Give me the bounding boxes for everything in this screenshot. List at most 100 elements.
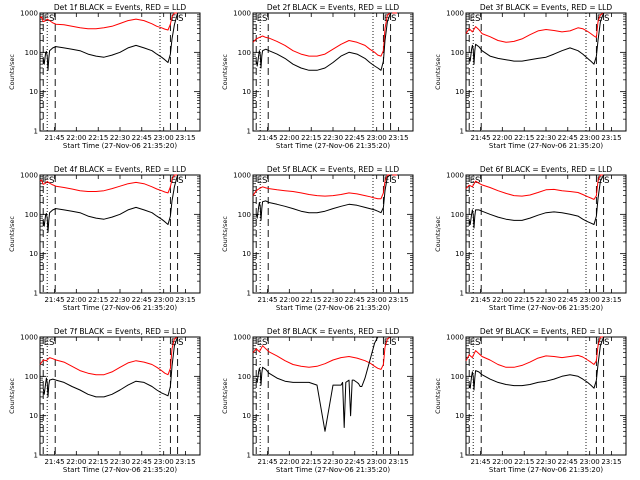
lld-series-line bbox=[252, 174, 397, 200]
chart-panel-3: Det 3f BLACK = Events, RED = LLD 1 10 100 10… bbox=[434, 3, 627, 150]
x-tick-label: 22:00 bbox=[492, 296, 512, 304]
y-tick-label: 1000 bbox=[233, 334, 251, 342]
x-tick-label: 22:30 bbox=[323, 296, 343, 304]
x-tick-label: 23:00 bbox=[580, 134, 600, 142]
x-tick-label: 22:15 bbox=[88, 458, 108, 466]
x-axis-label: Start Time (27-Nov-06 21:35:20) bbox=[63, 304, 177, 312]
x-tick-label: 23:00 bbox=[367, 134, 387, 142]
chart-title: Det 4f BLACK = Events, RED = LLD bbox=[54, 165, 187, 174]
x-tick-label: 22:45 bbox=[345, 296, 365, 304]
plot-frame bbox=[39, 174, 201, 294]
marker-label: S bbox=[178, 338, 183, 348]
y-tick-label: 1 bbox=[460, 290, 464, 298]
marker-label: ES bbox=[257, 14, 268, 24]
x-axis-label: Start Time (27-Nov-06 21:35:20) bbox=[63, 466, 177, 474]
x-tick-label: 23:15 bbox=[175, 134, 195, 142]
y-tick-label: 1 bbox=[247, 128, 251, 136]
lld-series-line bbox=[465, 174, 606, 200]
events-series-line bbox=[468, 174, 606, 229]
events-series-line bbox=[42, 336, 180, 398]
x-tick-label: 23:00 bbox=[367, 296, 387, 304]
chart-panel-2: Det 2f BLACK = Events, RED = LLD 1 10 100 10… bbox=[221, 3, 414, 150]
y-tick-label: 10 bbox=[242, 88, 251, 96]
marker-label: ES bbox=[44, 176, 55, 186]
marker-label: S bbox=[178, 14, 183, 24]
plot-frame bbox=[39, 336, 201, 456]
x-tick-label: 23:00 bbox=[367, 458, 387, 466]
x-tick-label: 21:45 bbox=[44, 296, 64, 304]
y-tick-label: 100 bbox=[25, 49, 38, 57]
y-tick-label: 100 bbox=[451, 373, 464, 381]
y-tick-label: 100 bbox=[238, 49, 251, 57]
x-axis-label: Start Time (27-Nov-06 21:35:20) bbox=[489, 466, 603, 474]
lld-series-line bbox=[465, 12, 606, 43]
y-axis-label: Counts/sec bbox=[221, 54, 229, 90]
x-tick-label: 22:15 bbox=[514, 296, 534, 304]
x-axis-label: Start Time (27-Nov-06 21:35:20) bbox=[489, 142, 603, 150]
chart-title: Det 7f BLACK = Events, RED = LLD bbox=[54, 327, 187, 336]
y-tick-label: 1 bbox=[460, 128, 464, 136]
x-tick-label: 22:00 bbox=[66, 458, 86, 466]
marker-label: S bbox=[391, 176, 396, 186]
marker-label: S bbox=[604, 14, 609, 24]
marker-label: S bbox=[178, 176, 183, 186]
x-tick-label: 22:30 bbox=[110, 296, 130, 304]
marker-label: ES bbox=[470, 338, 481, 348]
x-tick-label: 22:00 bbox=[279, 296, 299, 304]
events-series-line bbox=[255, 12, 393, 71]
lld-series-line bbox=[39, 12, 180, 31]
x-tick-label: 22:45 bbox=[345, 458, 365, 466]
y-tick-label: 100 bbox=[25, 373, 38, 381]
y-tick-label: 100 bbox=[451, 49, 464, 57]
x-axis-label: Start Time (27-Nov-06 21:35:20) bbox=[276, 304, 390, 312]
x-tick-label: 22:45 bbox=[132, 458, 152, 466]
chart-panel-8: Det 8f BLACK = Events, RED = LLD 1 10 100 10… bbox=[221, 327, 414, 474]
y-axis-label: Counts/sec bbox=[434, 378, 442, 414]
plot-frame bbox=[465, 336, 627, 456]
events-series-line bbox=[468, 12, 606, 65]
marker-label: ES bbox=[257, 176, 268, 186]
y-axis-label: Counts/sec bbox=[434, 216, 442, 252]
x-tick-label: 22:45 bbox=[558, 134, 578, 142]
y-tick-label: 100 bbox=[451, 211, 464, 219]
y-axis-label: Counts/sec bbox=[8, 216, 16, 252]
y-tick-label: 10 bbox=[29, 88, 38, 96]
x-tick-label: 22:30 bbox=[110, 134, 130, 142]
y-tick-label: 10 bbox=[455, 88, 464, 96]
y-axis-label: Counts/sec bbox=[221, 216, 229, 252]
y-tick-label: 1 bbox=[34, 452, 38, 460]
marker-label: ES bbox=[44, 14, 55, 24]
chart-title: Det 8f BLACK = Events, RED = LLD bbox=[267, 327, 400, 336]
x-tick-label: 23:00 bbox=[580, 296, 600, 304]
y-tick-label: 1 bbox=[460, 452, 464, 460]
marker-label: S bbox=[604, 176, 609, 186]
x-tick-label: 22:15 bbox=[88, 134, 108, 142]
x-tick-label: 21:45 bbox=[257, 296, 277, 304]
x-tick-label: 22:45 bbox=[132, 134, 152, 142]
chart-panel-1: Det 1f BLACK = Events, RED = LLD 1 10 100 10… bbox=[8, 3, 201, 150]
y-tick-label: 10 bbox=[29, 412, 38, 420]
marker-label: S bbox=[391, 14, 396, 24]
x-tick-label: 23:15 bbox=[601, 458, 621, 466]
marker-label: ES bbox=[257, 338, 268, 348]
x-tick-label: 21:45 bbox=[44, 458, 64, 466]
y-tick-label: 1000 bbox=[446, 10, 464, 18]
chart-title: Det 6f BLACK = Events, RED = LLD bbox=[480, 165, 613, 174]
x-tick-label: 22:00 bbox=[66, 134, 86, 142]
x-tick-label: 22:45 bbox=[345, 134, 365, 142]
x-tick-label: 22:00 bbox=[492, 134, 512, 142]
y-tick-label: 10 bbox=[242, 412, 251, 420]
x-tick-label: 22:00 bbox=[492, 458, 512, 466]
y-tick-label: 100 bbox=[238, 373, 251, 381]
chart-panel-6: Det 6f BLACK = Events, RED = LLD 1 10 100 10… bbox=[434, 165, 627, 312]
marker-label: ES bbox=[44, 338, 55, 348]
events-series-line bbox=[42, 174, 180, 233]
x-axis-label: Start Time (27-Nov-06 21:35:20) bbox=[489, 304, 603, 312]
plot-frame bbox=[252, 174, 414, 294]
y-tick-label: 1000 bbox=[20, 172, 38, 180]
x-tick-label: 22:15 bbox=[88, 296, 108, 304]
chart-title: Det 5f BLACK = Events, RED = LLD bbox=[267, 165, 400, 174]
y-tick-label: 10 bbox=[455, 250, 464, 258]
x-tick-label: 22:30 bbox=[323, 134, 343, 142]
